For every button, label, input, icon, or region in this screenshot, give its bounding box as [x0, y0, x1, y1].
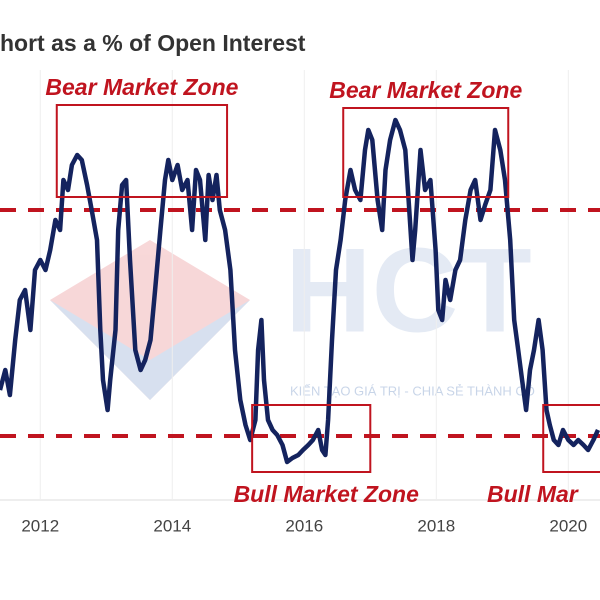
zone-label: Bull Mar	[487, 481, 579, 507]
watermark: HCT	[285, 224, 532, 358]
chart-title: hort as a % of Open Interest	[0, 30, 306, 56]
x-tick-label: 2020	[549, 516, 587, 535]
zone-box	[542, 404, 600, 473]
x-tick-label: 2014	[153, 516, 191, 535]
watermark-tagline: KIẾN TẠO GIÁ TRỊ - CHIA SẺ THÀNH CÔ	[290, 383, 535, 398]
zone-box	[251, 404, 372, 473]
zone-box	[342, 107, 510, 198]
x-tick-label: 2012	[21, 516, 59, 535]
x-tick-label: 2016	[285, 516, 323, 535]
zone-label: Bear Market Zone	[329, 77, 522, 103]
data-line	[0, 117, 600, 465]
zone-box	[55, 104, 229, 198]
watermark-logo	[50, 240, 250, 400]
zone-label: Bear Market Zone	[45, 74, 238, 100]
zone-label: Bull Market Zone	[234, 481, 420, 507]
x-tick-label: 2018	[417, 516, 455, 535]
